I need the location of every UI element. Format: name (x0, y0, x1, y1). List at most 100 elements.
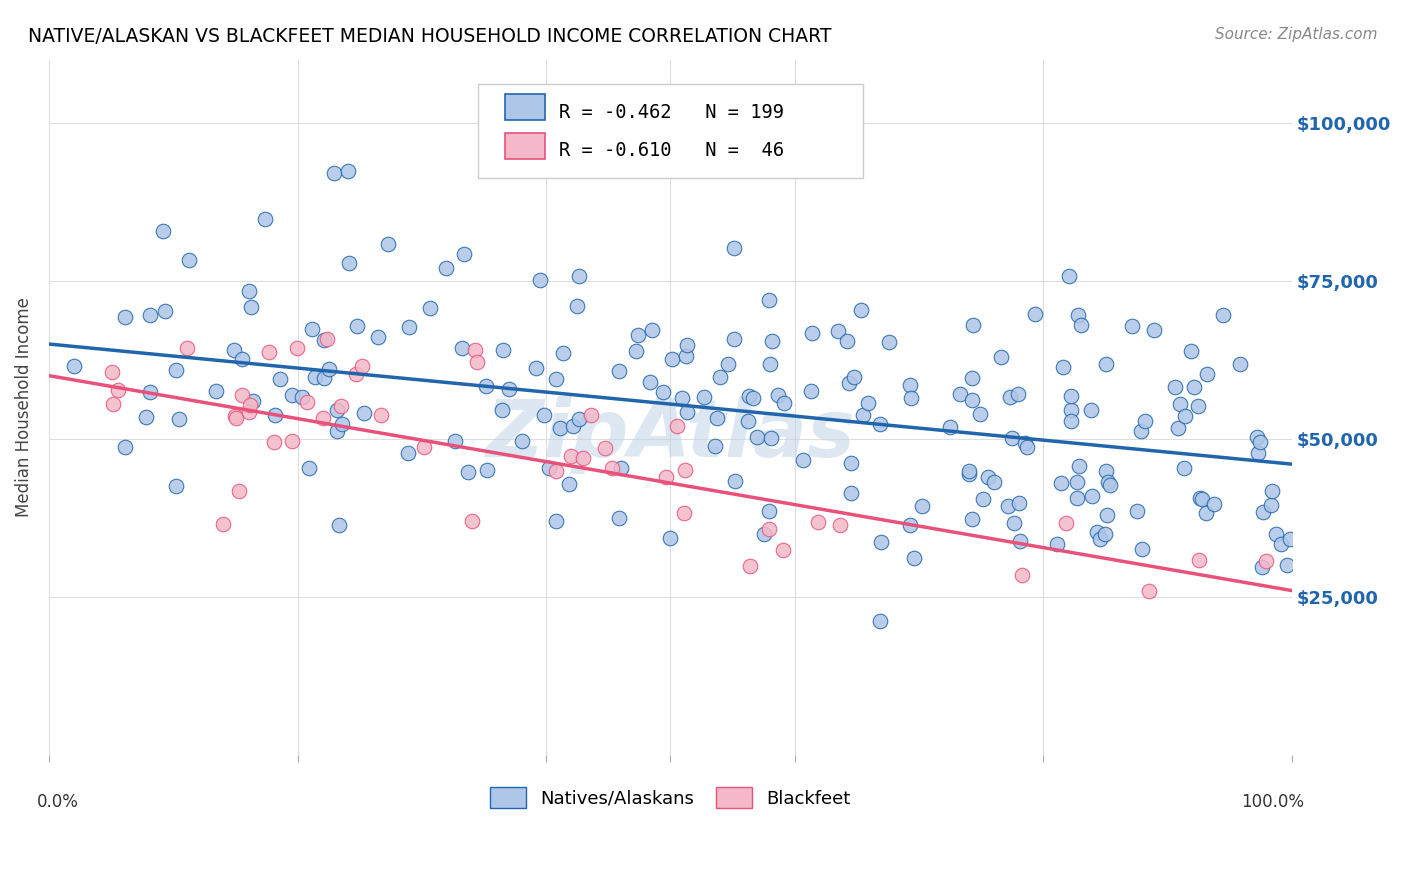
Point (298, 460, 321, 475)
Point (652, 385, 675, 400)
Point (315, 332, 337, 346)
Point (1060, 403, 1083, 417)
Point (461, 514, 484, 528)
Point (1212, 308, 1234, 322)
Point (752, 527, 775, 541)
Point (465, 355, 488, 369)
Point (661, 352, 683, 367)
Point (177, 252, 200, 267)
Point (997, 499, 1019, 513)
Point (839, 485, 862, 500)
Point (1164, 380, 1187, 394)
Point (607, 364, 630, 378)
Point (1202, 497, 1225, 511)
Point (673, 463, 696, 477)
Point (457, 465, 479, 479)
Point (1246, 446, 1268, 460)
Point (464, 343, 486, 357)
Point (101, 365, 124, 379)
Point (318, 361, 340, 376)
Point (1191, 492, 1213, 507)
Point (571, 450, 593, 465)
Point (869, 417, 891, 431)
Point (377, 236, 399, 251)
Point (877, 334, 900, 349)
Point (898, 378, 921, 392)
Point (312, 410, 335, 425)
Point (1174, 409, 1197, 423)
Point (1095, 357, 1118, 371)
Point (709, 370, 731, 384)
Point (1014, 435, 1036, 450)
Point (658, 532, 681, 546)
Point (328, 518, 350, 533)
Point (807, 515, 830, 529)
Point (638, 375, 661, 389)
Point (666, 419, 689, 434)
Point (724, 474, 747, 488)
Point (510, 434, 533, 448)
Point (579, 408, 602, 422)
Point (370, 408, 392, 422)
Point (1095, 463, 1118, 477)
Point (1135, 413, 1157, 427)
Point (155, 304, 177, 318)
Point (1251, 505, 1274, 519)
Point (1052, 359, 1074, 374)
Point (1050, 476, 1073, 491)
Point (152, 224, 174, 238)
Point (949, 387, 972, 401)
Point (1180, 343, 1202, 358)
Point (492, 343, 515, 357)
Point (323, 166, 346, 180)
Point (314, 371, 336, 385)
Point (114, 310, 136, 324)
Point (742, 392, 765, 406)
Point (990, 350, 1012, 364)
Point (607, 511, 630, 525)
Point (800, 326, 823, 341)
Point (869, 535, 891, 549)
Point (212, 517, 235, 532)
Point (627, 327, 650, 342)
Point (453, 247, 475, 261)
Point (567, 299, 589, 313)
Point (1060, 389, 1083, 403)
Point (1126, 504, 1149, 518)
Point (772, 543, 794, 558)
Y-axis label: Median Household Income: Median Household Income (15, 297, 32, 517)
Point (285, 341, 308, 355)
Point (761, 334, 783, 349)
Point (1095, 508, 1118, 522)
Point (222, 343, 245, 357)
Point (330, 417, 353, 431)
Point (225, 410, 247, 425)
Point (717, 357, 740, 371)
Point (1182, 380, 1205, 394)
Point (548, 421, 571, 435)
Point (346, 367, 368, 381)
Point (101, 397, 124, 411)
Point (1143, 323, 1166, 337)
Point (1121, 318, 1143, 333)
Point (529, 273, 551, 287)
Point (259, 345, 281, 359)
Point (1132, 542, 1154, 557)
Text: 0.0%: 0.0% (37, 793, 79, 811)
Point (1066, 491, 1088, 506)
Legend: Natives/Alaskans, Blackfeet: Natives/Alaskans, Blackfeet (482, 780, 858, 815)
Point (1275, 558, 1298, 572)
Point (396, 445, 419, 459)
Point (676, 338, 699, 352)
Point (1094, 527, 1116, 541)
Point (269, 372, 291, 386)
Point (450, 341, 472, 355)
Point (1167, 421, 1189, 435)
Point (758, 522, 780, 536)
Point (1011, 567, 1033, 582)
Point (419, 301, 441, 316)
Point (1054, 516, 1077, 530)
Point (1046, 537, 1069, 551)
Point (671, 392, 693, 406)
Point (1261, 484, 1284, 499)
